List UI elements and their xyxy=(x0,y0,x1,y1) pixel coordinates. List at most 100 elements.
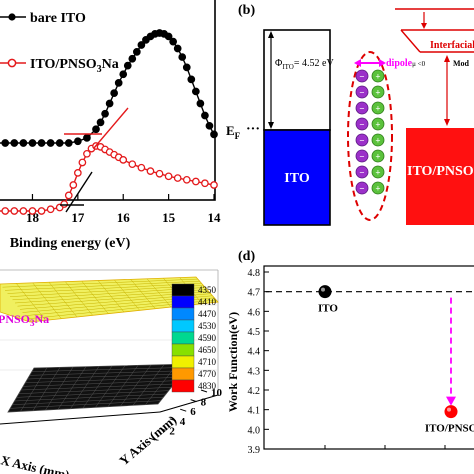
cation-sign: + xyxy=(375,104,380,114)
cation-marker xyxy=(371,181,385,195)
panel-d-plot: ITO ITO/PNSO xyxy=(266,285,474,435)
colorbar-swatch xyxy=(171,307,195,321)
fermi-level-dots: ··· xyxy=(246,122,260,137)
anion-sign: − xyxy=(359,88,364,98)
series-point xyxy=(46,205,55,214)
c-y-tick-mark xyxy=(169,418,176,422)
panel-d-work-function: (d) 3.9 4.0 4.1 4.2 4.3 4.4 4.5 4.6 4.7 4.8 Work … xyxy=(226,249,474,456)
colorbar-swatch xyxy=(171,379,195,393)
surface-grid-line xyxy=(10,400,161,409)
panel-b-energy-diagram: (b) ΦITO= 4.52 eV ITO EF ··· − +− +− +− +− +−… xyxy=(226,3,474,226)
pnso-onset-line xyxy=(65,171,93,213)
ito-band-label: ITO xyxy=(284,171,310,186)
series-point xyxy=(73,137,82,146)
colorbar-swatch xyxy=(171,283,195,297)
series-point xyxy=(64,139,73,147)
anion-sign: − xyxy=(359,136,364,146)
panel-a-x-ticks: 191817161514 xyxy=(26,194,222,225)
dipole-ion-pairs: − + − + − + − + − + − + − + − + xyxy=(355,69,385,195)
c-base-side-edge xyxy=(159,394,219,413)
panel-b-label: (b) xyxy=(238,3,255,18)
dipole-label: dipoleμ <0 xyxy=(386,58,426,69)
c-y-tick-mark xyxy=(180,408,187,412)
series-point xyxy=(201,179,209,188)
colorbar-label: 4530 xyxy=(198,321,217,331)
surface-grid-line xyxy=(12,397,164,405)
anion-marker xyxy=(355,85,369,99)
x-tick-label: 14 xyxy=(208,210,222,225)
series-point xyxy=(132,48,141,56)
phi-arrow-head-bottom xyxy=(268,122,274,129)
c-y-tick-mark xyxy=(190,399,197,403)
series-point xyxy=(191,87,200,96)
anion-marker xyxy=(355,149,369,163)
legend-label-ito-pnso3na: ITO/PNSO3Na xyxy=(30,57,119,75)
d-y-tick-label: 4.1 xyxy=(248,406,261,417)
work-function-arrow-head-bottom xyxy=(444,119,450,126)
interfacial-label: Interfacial c xyxy=(430,40,474,51)
cation-sign: + xyxy=(375,152,380,162)
d-y-tick-label: 4.8 xyxy=(248,268,261,279)
phi-ito-label: ΦITO= 4.52 eV xyxy=(275,58,334,71)
c-y-tick-label: 2 xyxy=(169,425,175,437)
fermi-level-label: EF xyxy=(226,123,241,141)
phi-arrow-head-top xyxy=(268,31,274,38)
series-point xyxy=(19,207,28,215)
series-point xyxy=(73,169,82,177)
series-point xyxy=(83,133,91,142)
series-point xyxy=(128,54,137,63)
point-highlight xyxy=(447,407,451,412)
c-y-tick-mark xyxy=(200,389,208,393)
series-point xyxy=(173,44,182,53)
d-y-tick-label: 4.4 xyxy=(248,347,261,358)
series-point xyxy=(37,139,46,147)
panel-d-x-ticks xyxy=(324,445,446,449)
series-point xyxy=(60,200,69,208)
shift-arrow-head xyxy=(446,396,456,406)
colorbar-swatch xyxy=(171,295,195,309)
series-point xyxy=(137,41,146,49)
cation-marker xyxy=(371,117,385,131)
series-point xyxy=(28,139,37,147)
panel-d-y-ticks: 3.9 4.0 4.1 4.2 4.3 4.4 4.5 4.6 4.7 4.8 xyxy=(248,268,269,456)
anion-marker xyxy=(355,181,369,195)
work-function-point-label: ITO/PNSO xyxy=(425,423,474,435)
ito-band-box xyxy=(263,129,331,226)
series-point xyxy=(10,139,19,147)
anion-sign: − xyxy=(359,168,364,178)
anion-marker xyxy=(355,117,369,131)
series-point xyxy=(201,111,209,120)
c-back-wall xyxy=(0,252,232,274)
colorbar-label: 4410 xyxy=(198,297,217,307)
series-point xyxy=(55,139,64,147)
c-base-front-edge xyxy=(0,411,161,425)
colorbar-label: 4770 xyxy=(198,369,217,379)
d-y-tick-label: 4.3 xyxy=(248,366,261,377)
series-line-1 xyxy=(0,145,215,212)
series-point xyxy=(110,89,119,98)
work-function-point xyxy=(444,405,458,419)
d-y-tick-label: 4.7 xyxy=(248,288,261,299)
colorbar-swatch xyxy=(171,343,195,357)
anion-sign: − xyxy=(359,104,364,114)
anion-sign: − xyxy=(359,152,364,162)
d-y-tick-label: 4.6 xyxy=(248,307,261,318)
c-y-tick-label: 8 xyxy=(201,397,207,409)
series-point xyxy=(137,163,146,172)
series-point xyxy=(78,158,87,167)
cation-marker xyxy=(371,149,385,163)
series-point xyxy=(128,160,137,169)
series-point xyxy=(96,118,105,127)
colorbar-swatch xyxy=(171,367,195,381)
series-point xyxy=(83,149,91,158)
surface-ito-grid xyxy=(10,364,188,412)
panel-a-legend: bare ITO ITO/PNSO3Na xyxy=(0,11,119,75)
series-point xyxy=(64,191,73,200)
cation-sign: + xyxy=(375,120,380,130)
colorbar-swatch xyxy=(171,319,195,333)
cation-marker xyxy=(371,85,385,99)
panel-d-frame xyxy=(263,265,474,450)
anion-marker xyxy=(355,133,369,147)
colorbar-swatch xyxy=(171,331,195,345)
